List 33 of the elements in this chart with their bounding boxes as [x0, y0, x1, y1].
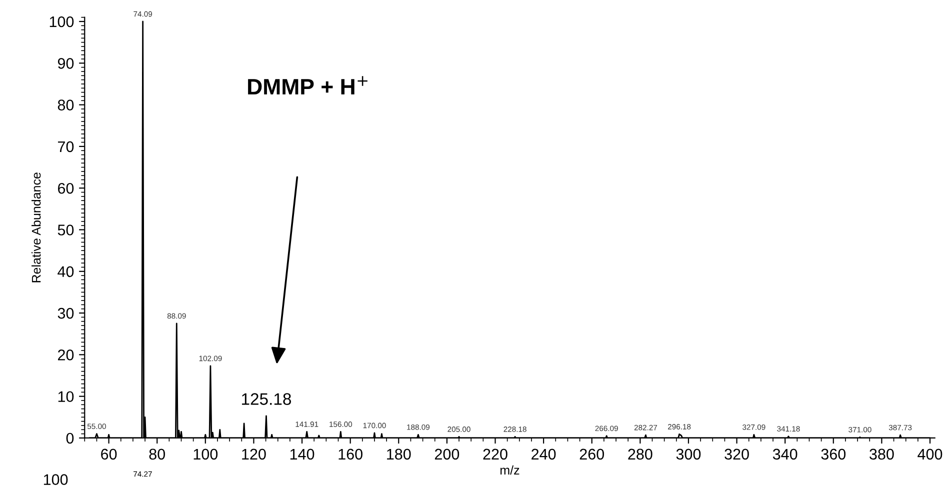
x-tick-label: 80 [149, 448, 165, 460]
y-tick-label: 30 [58, 308, 74, 319]
y-tick-label: 0 [66, 432, 74, 444]
x-tick-label: 320 [724, 448, 749, 460]
x-tick-label: 100 [194, 448, 218, 460]
x-tick-label: 260 [580, 448, 604, 460]
x-axis-title: m/z [500, 465, 520, 475]
annotation: 125.18 [242, 393, 291, 405]
x-tick-label: 300 [676, 448, 701, 460]
x-tick-label: 280 [628, 448, 652, 460]
x-tick-label: 400 [918, 448, 942, 460]
x-tick-label: 160 [338, 448, 362, 460]
y-tick-label: 90 [58, 58, 74, 69]
x-tick-label: 360 [821, 448, 846, 460]
x-tick-label: 340 [772, 448, 798, 460]
annotation: DMMP + H$^{+}$ [248, 76, 368, 94]
x-tick-label: 200 [434, 448, 460, 460]
x-tick-label: 220 [483, 448, 508, 460]
y-tick-label: 10 [58, 391, 74, 402]
y-tick-label: 80 [58, 100, 74, 110]
x-tick-label: 180 [387, 448, 411, 460]
x-tick-label: 380 [870, 448, 894, 460]
y-tick-label: 20 [58, 350, 74, 360]
x-tick-label: 140 [290, 448, 314, 460]
y-tick-label: 50 [58, 224, 74, 236]
x-tick-label: 120 [242, 448, 266, 460]
y-tick-label: 60 [58, 182, 74, 194]
y-tick-label: 40 [58, 266, 74, 278]
x-tick-label: 60 [101, 448, 117, 460]
y-axis-title: Relative Abundance [32, 172, 41, 282]
y-tick-label: 100 [50, 16, 74, 28]
x-tick-label: 240 [532, 448, 556, 460]
y-tick-label: 70 [58, 141, 74, 152]
